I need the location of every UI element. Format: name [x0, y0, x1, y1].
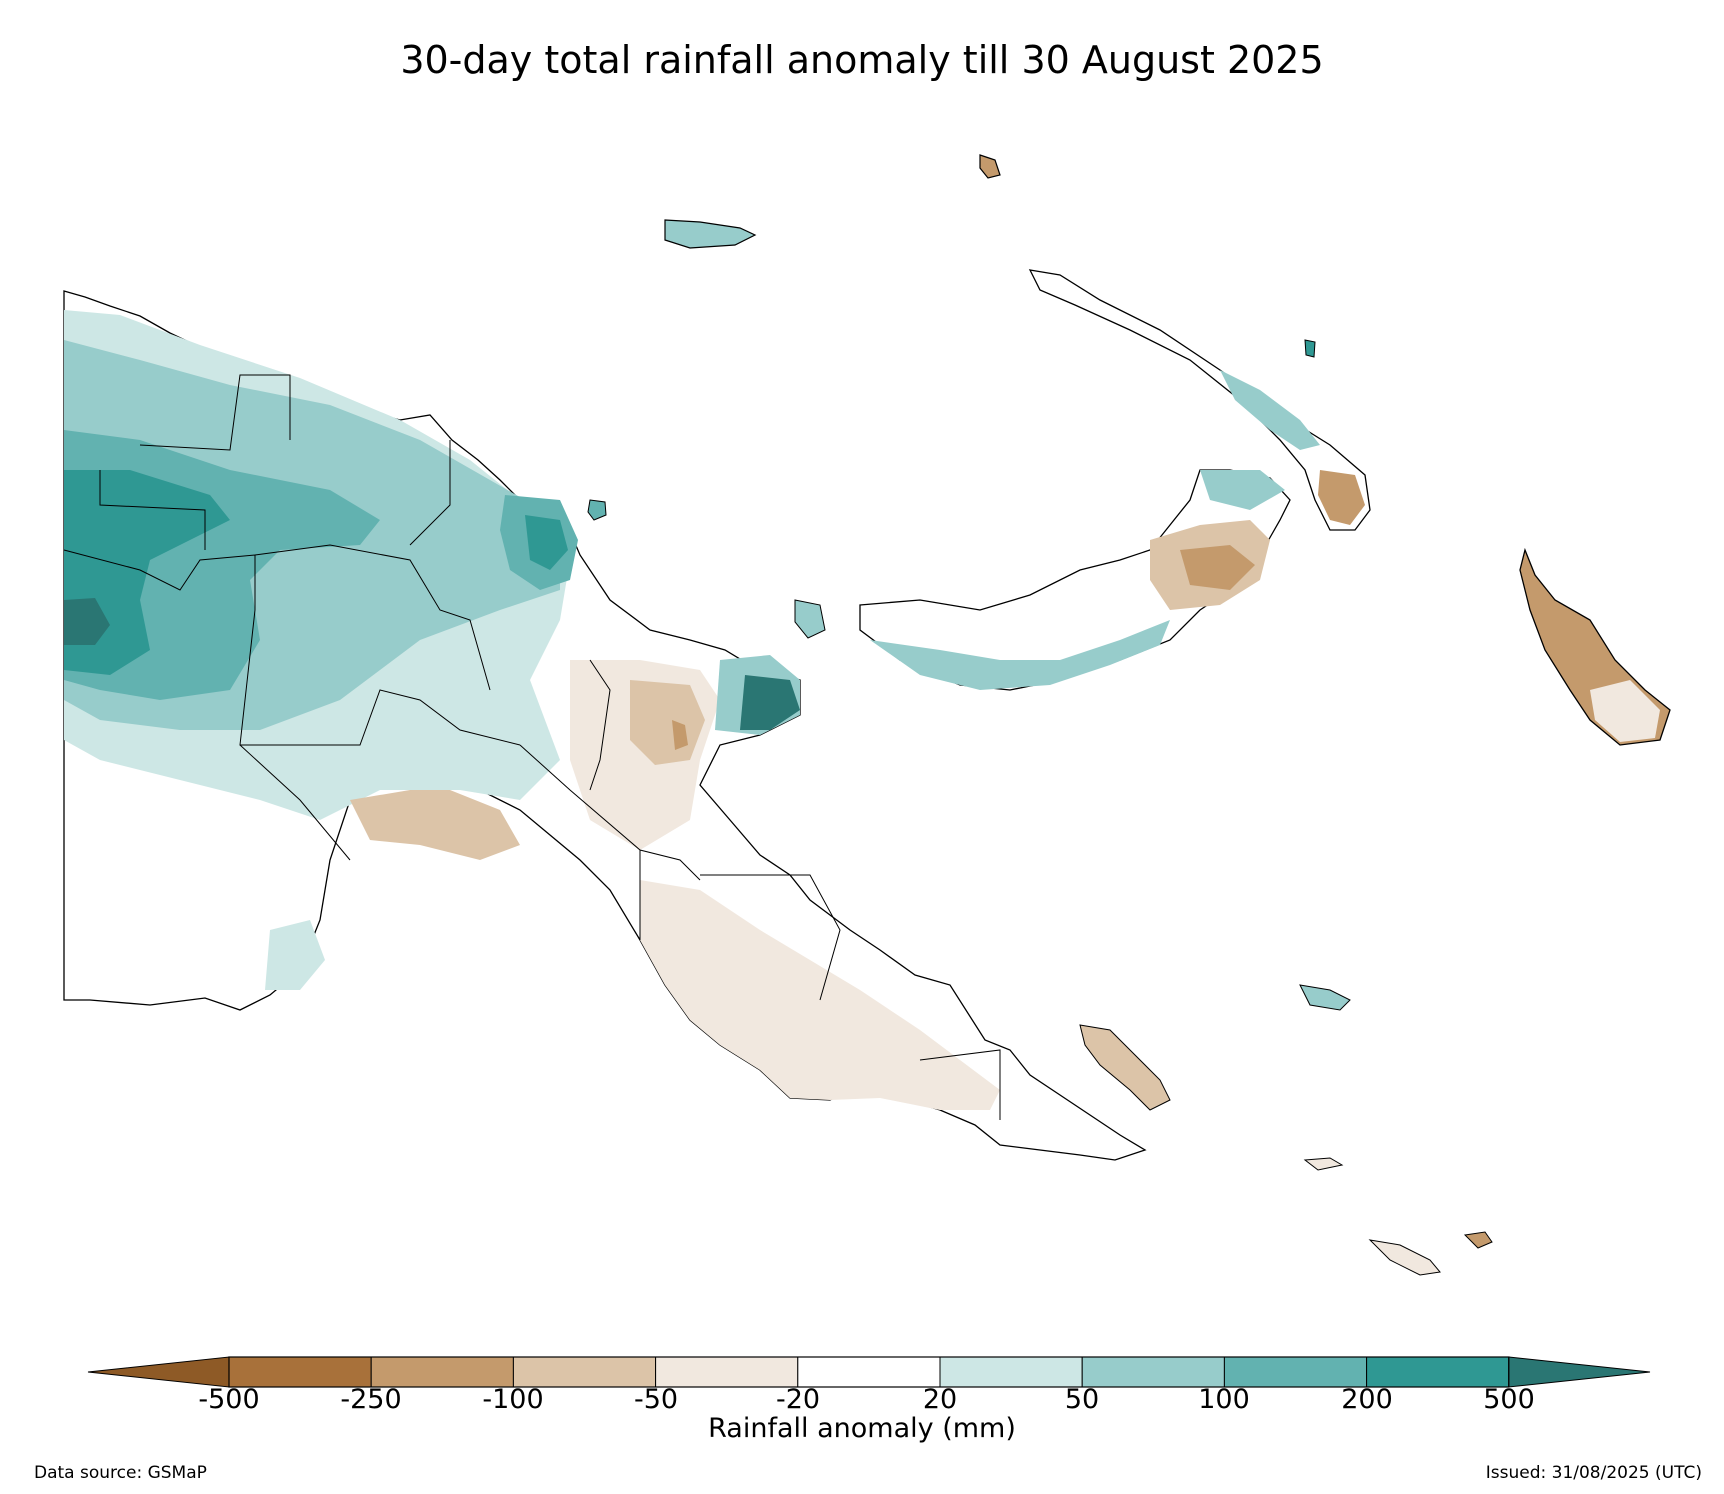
woodlark-island: [1303, 1157, 1344, 1171]
manus-island: [664, 219, 757, 249]
colorbar-extend-low: [87, 1356, 230, 1388]
colorbar-bin-7: [1081, 1356, 1225, 1388]
anomaly-wet-north-core: [525, 515, 568, 570]
rainfall-anomaly-map: [63, 154, 1671, 1276]
colorbar-tick-label: -50: [633, 1384, 679, 1415]
anomaly-wet-west-max: [64, 598, 110, 645]
anomaly-ni-wet: [1220, 370, 1320, 450]
colorbar-bin-4: [655, 1356, 799, 1388]
colorbar-tick-label: -500: [198, 1384, 260, 1415]
louisiade-island: [1368, 1239, 1441, 1276]
colorbar-extend-high: [1508, 1356, 1651, 1388]
colorbar-tick-label: -20: [775, 1384, 821, 1415]
anomaly-dry-south-light: [640, 880, 1000, 1110]
colorbar-tick-label: 20: [922, 1384, 958, 1415]
colorbar: [87, 1356, 1651, 1388]
colorbar-tick-label: 200: [1341, 1384, 1393, 1415]
colorbar-tick-label: 50: [1064, 1384, 1100, 1415]
colorbar-bin-1: [228, 1356, 372, 1388]
data-source-note: Data source: GSMaP: [34, 1463, 207, 1483]
anomaly-dry-gulf: [350, 790, 520, 860]
colorbar-bin-3: [512, 1356, 657, 1388]
anomaly-nb-wet-north: [1200, 470, 1285, 510]
anomaly-ni-dry: [1318, 470, 1365, 525]
colorbar-label: Rainfall anomaly (mm): [708, 1413, 1016, 1444]
anomaly-bougainville-light: [1590, 680, 1660, 742]
anomaly-nb-dry-east-core: [1180, 545, 1255, 590]
colorbar-tick-label: -100: [482, 1384, 544, 1415]
milne-bay-islands: [1079, 1024, 1171, 1111]
colorbar-bin-8: [1223, 1356, 1368, 1388]
colorbar-bin-2: [370, 1356, 514, 1388]
trobriand-islands: [1299, 984, 1351, 1011]
karkar-island: [587, 499, 607, 521]
mussau-island: [979, 154, 1001, 179]
umboi-island: [794, 599, 826, 639]
anomaly-nb-wet-south: [870, 620, 1170, 690]
colorbar-bin-5: [797, 1356, 941, 1388]
colorbar-tick-label: 500: [1483, 1384, 1535, 1415]
anomaly-dry-central-core: [672, 720, 688, 750]
colorbar-tick-label: -250: [340, 1384, 402, 1415]
anomaly-wet-east-tip-core: [740, 675, 800, 730]
rossel-island: [1463, 1231, 1493, 1249]
colorbar-bin-6: [939, 1356, 1083, 1388]
colorbar-outline: [228, 1356, 1510, 1388]
colorbar-bin-9: [1366, 1356, 1510, 1388]
new-britain-island: [859, 469, 1291, 691]
province-boundaries: [63, 374, 1001, 1120]
colorbar-tick-label: 100: [1198, 1384, 1250, 1415]
buka-island: [1304, 339, 1316, 358]
issued-date-note: Issued: 31/08/2025 (UTC): [1485, 1463, 1702, 1483]
anomaly-wet-south-light: [265, 920, 325, 990]
map-title: 30-day total rainfall anomaly till 30 Au…: [400, 38, 1324, 82]
